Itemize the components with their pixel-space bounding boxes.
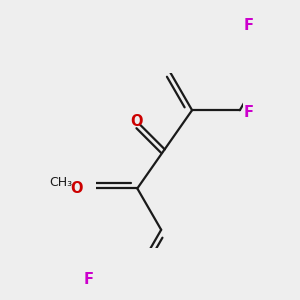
Text: O: O (70, 181, 83, 196)
Text: F: F (244, 104, 254, 119)
Text: O: O (130, 114, 143, 129)
Text: CH₃: CH₃ (50, 176, 73, 189)
Text: F: F (84, 272, 94, 287)
Text: F: F (244, 18, 254, 33)
